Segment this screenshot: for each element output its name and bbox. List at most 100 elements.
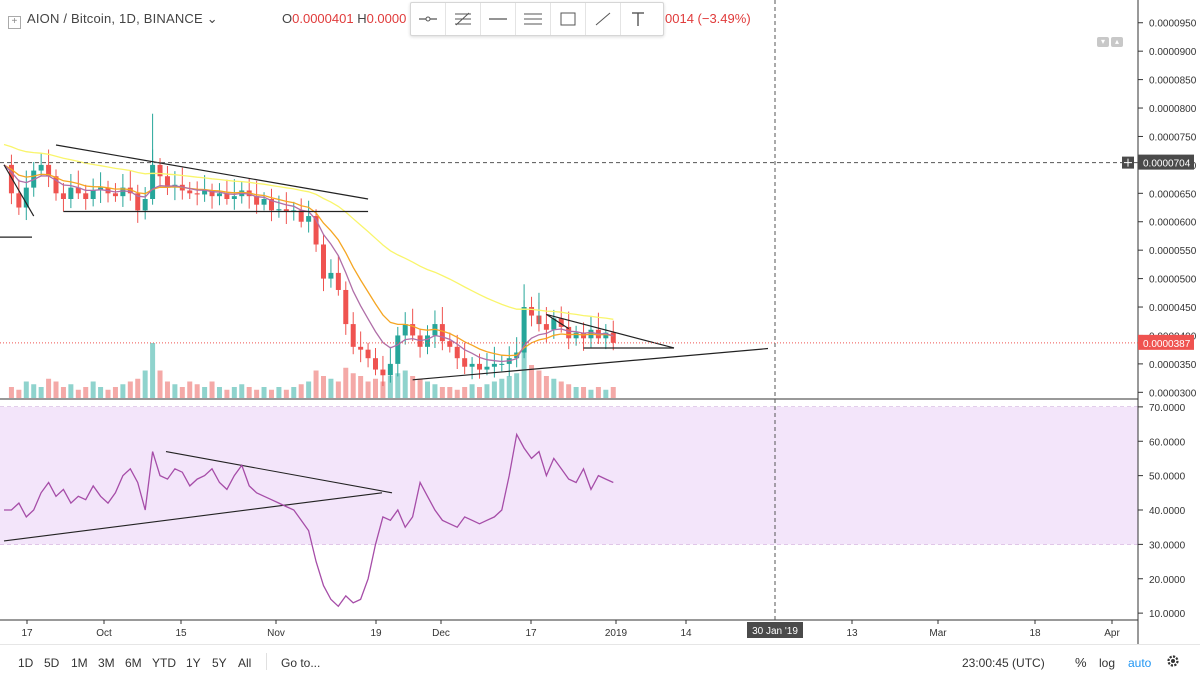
candle-body — [380, 369, 386, 376]
price-tick-label: 0.0000850 — [1149, 76, 1197, 87]
candle-body — [23, 187, 29, 208]
volume-bar — [521, 345, 527, 398]
trend-lines[interactable] — [0, 144, 769, 542]
maximize-pane-icon[interactable]: ▴ — [1111, 37, 1123, 47]
volume-bar — [566, 384, 572, 398]
volume-bar — [395, 373, 401, 398]
candle-body — [543, 324, 549, 330]
volume-bar — [8, 387, 14, 398]
range-1m[interactable]: 1M — [71, 656, 88, 670]
volume-bar — [60, 387, 66, 398]
volume-bar — [112, 387, 118, 398]
volume-bar — [558, 381, 564, 398]
candle-body — [499, 363, 505, 365]
volume-bar — [31, 384, 37, 398]
rsi-tick-label: 40.0000 — [1149, 506, 1186, 517]
candle-body — [16, 193, 22, 208]
trend-line — [546, 313, 675, 349]
candle-body — [254, 196, 260, 205]
trend-line — [412, 347, 769, 381]
candle-body — [187, 190, 193, 194]
candle-body — [142, 199, 148, 211]
candle-body — [402, 324, 408, 336]
volume-bar — [135, 378, 141, 398]
time-tick-label: Apr — [1104, 628, 1120, 639]
high-label: H — [357, 11, 367, 26]
candle-body — [46, 164, 52, 177]
auto-toggle[interactable]: auto — [1128, 656, 1152, 670]
price-tick-label: 0.0000650 — [1149, 189, 1197, 200]
collapse-pane-icon[interactable]: ▾ — [1097, 37, 1109, 47]
range-ytd[interactable]: YTD — [152, 656, 176, 670]
trend-line — [3, 164, 35, 217]
candle-body — [209, 190, 215, 197]
volume-bar — [194, 384, 200, 398]
volume-bar — [320, 376, 326, 398]
goto-button[interactable]: Go to... — [281, 656, 321, 670]
volume-bar — [484, 384, 490, 398]
rsi-band — [0, 406, 1138, 545]
candle-body — [350, 324, 356, 347]
parallel-channel-icon[interactable] — [516, 3, 551, 35]
trend-line-icon[interactable] — [586, 3, 621, 35]
range-5d[interactable]: 5D — [44, 656, 60, 670]
volume-bar — [335, 381, 341, 398]
volume-bar — [454, 389, 460, 398]
open-value: 0.0000401 — [292, 11, 354, 26]
volume-bar — [380, 381, 386, 398]
gear-icon[interactable] — [1165, 653, 1181, 672]
rsi-trend-line — [3, 492, 383, 542]
log-toggle[interactable]: log — [1099, 656, 1116, 670]
volume-bar — [68, 384, 74, 398]
drawing-toolbar — [410, 2, 664, 36]
range-1y[interactable]: 1Y — [186, 656, 201, 670]
candle-body — [610, 332, 616, 343]
candle-body — [216, 193, 222, 197]
candle-body — [551, 318, 557, 330]
candle-body — [135, 193, 141, 211]
time-tick-label: 19 — [370, 628, 382, 639]
candle-body — [603, 332, 609, 339]
candle-body — [335, 272, 341, 290]
percent-toggle[interactable]: % — [1075, 655, 1087, 670]
volume-bar — [298, 384, 304, 398]
range-3m[interactable]: 3M — [98, 656, 115, 670]
high-value: 0.0000 — [366, 11, 407, 26]
horizontal-line-icon[interactable] — [481, 3, 516, 35]
candle-body — [194, 193, 200, 195]
rsi-tick-label: 30.0000 — [1149, 540, 1186, 551]
rectangle-icon[interactable] — [551, 3, 586, 35]
pane-scale-buttons: ▾ ▴ — [1097, 37, 1123, 47]
horizontal-ray-icon[interactable] — [411, 3, 446, 35]
range-1d[interactable]: 1D — [18, 656, 34, 670]
candle-body — [313, 216, 319, 245]
volume-bar — [202, 387, 208, 398]
volume-bar — [127, 381, 133, 398]
divider — [266, 653, 267, 670]
volume-bar — [276, 387, 282, 398]
price-tick-label: 0.0000450 — [1149, 303, 1197, 314]
volume-bar — [387, 376, 393, 398]
symbol-title[interactable]: + AION / Bitcoin, 1D, BINANCE ⌄ — [8, 11, 218, 29]
last-price-tag — [1138, 334, 1194, 350]
candle-body — [268, 199, 274, 211]
volume-bar — [469, 384, 475, 398]
fib-retracement-icon[interactable] — [446, 3, 481, 35]
symbol-text: AION / Bitcoin, 1D, BINANCE — [27, 11, 203, 26]
crosshair: 0.0000387 0.0000704 30 Jan '19 — [0, 0, 1194, 638]
range-6m[interactable]: 6M — [125, 656, 142, 670]
volume-bar — [573, 387, 579, 398]
volume-bar — [142, 370, 148, 398]
compare-plus-icon[interactable]: + — [8, 16, 21, 29]
candle-body — [120, 187, 126, 197]
volume-bar — [216, 387, 222, 398]
range-5y[interactable]: 5Y — [212, 656, 227, 670]
utc-clock[interactable]: 23:00:45 (UTC) — [962, 656, 1045, 670]
text-icon[interactable] — [621, 3, 655, 35]
time-tick-label: 14 — [680, 628, 692, 639]
chevron-down-icon[interactable]: ⌄ — [206, 11, 218, 26]
volume-bar — [306, 381, 312, 398]
range-all[interactable]: All — [238, 656, 252, 670]
volume-bar — [514, 373, 520, 398]
